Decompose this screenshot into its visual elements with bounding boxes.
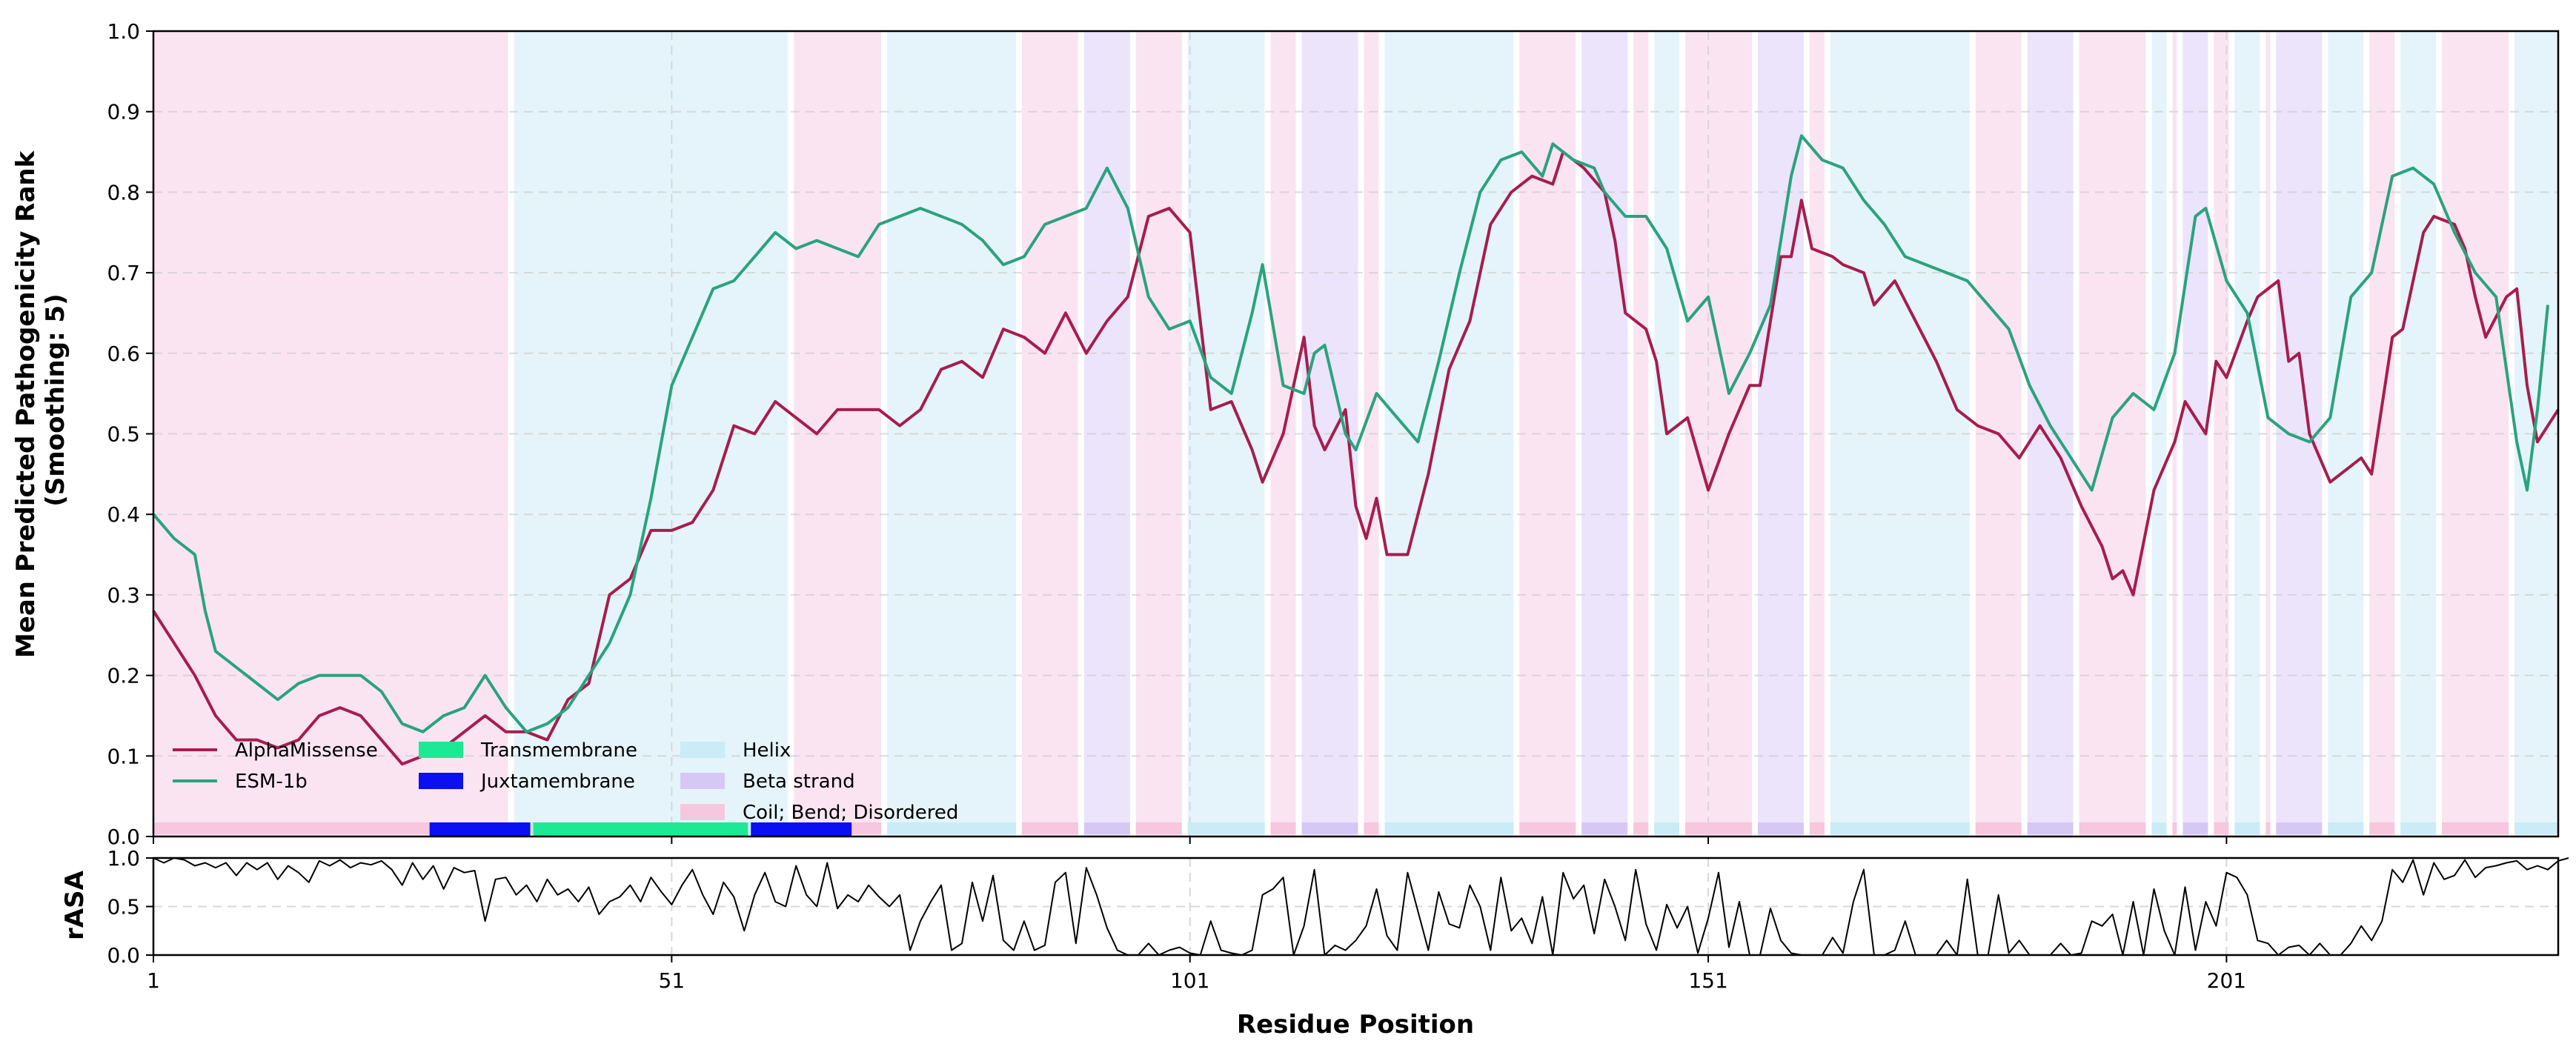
y-tick-label: 0.4 [107,502,140,527]
y-tick-label: 0.3 [107,583,140,608]
track-helix [2400,822,2437,834]
track-coil [2172,822,2177,834]
legend-patch-swatch [680,804,725,820]
x-tick-label: 201 [2207,968,2246,993]
track-helix [2514,822,2558,834]
track-coil [1270,822,1296,834]
x-tick-label: 101 [1170,968,1209,993]
track-helix [887,822,1016,834]
x-axis-title: Residue Position [1237,1010,1474,1040]
track-helix [2328,822,2364,834]
track-coil [1975,822,2022,834]
track-helix [2151,822,2167,834]
track-coil [1633,822,1649,834]
region-coil [1135,31,1182,837]
x-tick-label: 1 [147,968,160,993]
track-helix [2234,822,2260,834]
rasa-y-tick-label: 1.0 [107,846,140,871]
track-coil [2265,822,2271,834]
track-coil [1021,822,1078,834]
region-strand [2276,31,2323,837]
legend-patch-swatch [419,773,463,789]
domain-juxtamembrane [429,822,531,837]
y-axis-title: Mean Predicted Pathogenicity Rank (Smoot… [11,142,70,658]
y-tick-label: 0.7 [107,261,140,285]
region-helix [2400,31,2437,837]
region-helix [1830,31,1970,837]
y-tick-label: 1.0 [107,19,140,44]
rasa-line [153,857,2569,956]
rasa-y-tick-label: 0.5 [107,895,140,919]
legend-label: Coil; Bend; Disordered [743,802,958,824]
top-axes: 0.0 0.1 0.2 0.3 0.4 0.5 0.6 0.7 0.8 0.9 1.0 [107,19,2560,849]
track-strand [2027,822,2074,834]
track-strand [2182,822,2208,834]
legend-label: Helix [743,739,791,762]
track-coil [1519,822,1576,834]
y-tick-label: 0.6 [107,342,140,366]
legend-label: ESM-1b [235,771,308,793]
bottom-axes: 0.00.51.01 51 101 151 201 [107,846,2560,993]
track-strand [1758,822,1804,834]
region-coil [2265,31,2271,837]
pathogenicity-panel: 0.0 0.1 0.2 0.3 0.4 0.5 0.6 0.7 0.8 0.9 1.0 AlphaM… [11,19,2560,849]
x-tick-label: 51 [659,968,686,993]
rasa-y-tick-label: 0.0 [107,943,140,968]
track-coil [1809,822,1825,834]
track-coil [1135,822,1182,834]
y-tick-label: 0.9 [107,100,140,124]
track-coil [2079,822,2146,834]
region-strand [1758,31,1804,837]
track-helix [1384,822,1514,834]
legend-label: AlphaMissense [235,739,378,762]
y-tick-label: 0.8 [107,180,140,204]
legend-label: Transmembrane [480,739,637,762]
series-line-0 [152,150,2560,766]
region-coil [153,31,508,837]
legend-patch-swatch [680,742,725,758]
track-coil [1685,822,1753,834]
region-strand [1581,31,1628,837]
rasa-series-line [153,857,2569,956]
y-tick-label: 0.0 [107,825,140,849]
track-strand [1301,822,1358,834]
track-strand [1083,822,1130,834]
track-coil [1364,822,1379,834]
x-tick-label: 151 [1688,968,1727,993]
track-coil [2442,822,2509,834]
track-helix [1830,822,1970,834]
legend: AlphaMissense ESM-1b Transmembrane Juxtamem… [173,739,958,824]
top-gridlines [153,31,2558,837]
track-coil [2369,822,2395,834]
rasa-panel: 0.00.51.01 51 101 151 201 rASA Residue Posit… [60,846,2569,1040]
legend-label: Beta strand [743,771,855,793]
y-tick-label: 0.2 [107,664,140,688]
track-coil [153,822,508,834]
series-line-1 [152,134,2549,734]
legend-label: Juxtamembrane [479,771,635,793]
y-tick-label: 0.5 [107,422,140,447]
rasa-axis-title: rASA [60,870,90,940]
y-tick-label: 0.1 [107,744,140,768]
track-coil [2214,822,2229,834]
track-strand [1581,822,1628,834]
legend-patch-swatch [419,742,463,758]
track-helix [1654,822,1680,834]
region-helix [887,31,1016,837]
legend-patch-swatch [680,773,725,789]
domain-juxtamembrane [751,822,852,837]
domain-transmembrane [533,822,748,837]
domain-track [153,822,2558,837]
track-helix [1187,822,1265,834]
score-lines [152,134,2560,766]
track-strand [2276,822,2323,834]
